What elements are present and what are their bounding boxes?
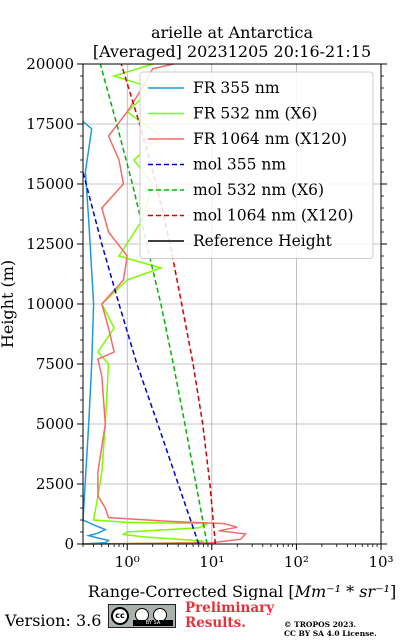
- y-tick-label: 15000: [26, 175, 74, 193]
- legend-entry-label: FR 532 nm (X6): [193, 105, 317, 123]
- x-axis-label-text: Range-Corrected Signal [: [88, 582, 295, 600]
- y-tick-label: 5000: [36, 415, 74, 433]
- axis-ticks: 10⁰ 10¹ 10² 10³ 0 2500 5000 7500 10000 12500 15000…: [26, 55, 393, 571]
- license-badge-text: BY SA: [133, 620, 173, 626]
- cc-license-badge[interactable]: cc BY SA: [108, 604, 176, 628]
- y-tick-label: 0: [64, 535, 74, 553]
- legend-entry-label: mol 532 nm (X6): [193, 181, 324, 199]
- copyright-line-2: CC BY SA 4.0 License.: [284, 629, 377, 638]
- chart-legend: FR 355 nm FR 532 nm (X6) FR 1064 nm (X120)…: [139, 71, 374, 259]
- x-tick-label: 10⁰: [115, 553, 140, 571]
- copyright-notice: © TROPOS 2023. CC BY SA 4.0 License.: [284, 620, 377, 638]
- y-axis-label: Height (m): [0, 260, 17, 348]
- preliminary-notice: Preliminary Results.: [185, 601, 274, 631]
- lidar-profile-chart: 10⁰ 10¹ 10² 10³ 0 2500 5000 7500 10000 12500 15000…: [0, 23, 396, 600]
- cc-icon: cc: [111, 607, 129, 625]
- series-line-fr-1064-nm-x120: [82, 63, 248, 545]
- x-axis-label-unit: Mm⁻¹ * sr⁻¹: [294, 582, 390, 600]
- legend-entry-label: mol 1064 nm (X120): [193, 207, 354, 225]
- y-tick-label: 20000: [26, 55, 74, 73]
- legend-entry-label: mol 355 nm: [193, 156, 286, 174]
- copyright-line-1: © TROPOS 2023.: [284, 620, 357, 629]
- x-axis-label: Range-Corrected Signal [Mm⁻¹ * sr⁻¹]: [88, 582, 396, 600]
- legend-box: [139, 71, 374, 259]
- legend-entry-label: FR 355 nm: [193, 79, 280, 97]
- y-tick-label: 12500: [26, 235, 74, 253]
- y-tick-label: 10000: [26, 295, 74, 313]
- chart-title: arielle at Antarctica: [151, 23, 314, 42]
- legend-entry-label: FR 1064 nm (X120): [193, 130, 347, 148]
- x-tick-label: 10²: [284, 553, 309, 571]
- series-line-mol-1064-nm-x120: [120, 63, 217, 545]
- x-tick-label: 10³: [368, 553, 393, 571]
- preliminary-line-2: Results.: [185, 615, 246, 631]
- y-tick-label: 17500: [26, 115, 74, 133]
- version-label: Version: 3.6: [5, 611, 102, 630]
- y-tick-label: 2500: [36, 475, 74, 493]
- y-tick-label: 7500: [36, 355, 74, 373]
- x-tick-label: 10¹: [199, 553, 224, 571]
- legend-entry-label: Reference Height: [193, 232, 333, 250]
- series-line-mol-532-nm-x6: [99, 63, 208, 545]
- preliminary-line-1: Preliminary: [185, 600, 275, 616]
- x-axis-label-close: ]: [390, 582, 396, 600]
- series-line-mol-355-nm: [82, 171, 200, 545]
- series-line-fr-355-nm: [82, 121, 111, 545]
- chart-subtitle: [Averaged] 20231205 20:16-21:15: [93, 42, 371, 61]
